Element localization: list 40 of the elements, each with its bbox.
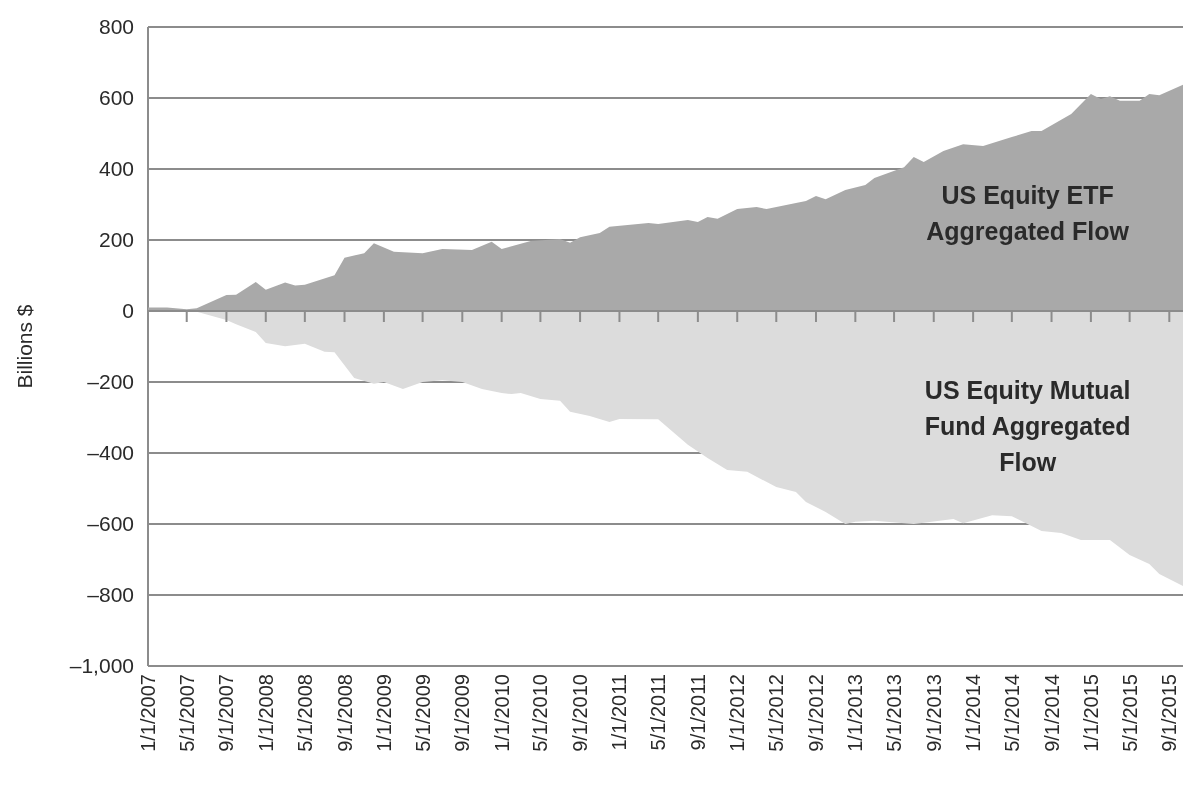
x-tick-label: 5/1/2008 xyxy=(293,674,316,752)
x-tick-label: 1/1/2015 xyxy=(1079,674,1102,752)
x-tick-label: 1/1/2012 xyxy=(726,674,749,752)
y-tick-label: –200 xyxy=(87,370,134,394)
x-tick-label: 1/1/2011 xyxy=(608,674,631,751)
y-tick-label: –800 xyxy=(87,583,134,607)
x-tick-label: 9/1/2012 xyxy=(804,674,827,752)
x-tick-label: 9/1/2010 xyxy=(569,674,592,752)
x-tick-label: 9/1/2009 xyxy=(451,674,474,752)
y-tick-label: 600 xyxy=(98,86,134,110)
series-label: US Equity ETF Aggregated Flow xyxy=(926,180,1130,245)
x-tick-label: 5/1/2007 xyxy=(175,674,198,752)
x-tick-label: 1/1/2013 xyxy=(844,674,867,752)
x-tick-label: 5/1/2015 xyxy=(1118,674,1141,752)
x-tick-label: 1/1/2010 xyxy=(490,674,513,752)
x-tick-label: 1/1/2007 xyxy=(137,674,159,752)
y-tick-label: 0 xyxy=(122,299,134,323)
x-tick-label: 1/1/2009 xyxy=(372,674,395,752)
y-tick-label: 400 xyxy=(98,157,134,181)
x-tick-label: 1/1/2014 xyxy=(962,674,985,752)
x-tick-label: 9/1/2008 xyxy=(333,674,356,752)
x-tick-label: 9/1/2013 xyxy=(922,674,945,752)
x-tick-label: 5/1/2011 xyxy=(647,674,670,751)
x-tick-label: 5/1/2012 xyxy=(765,674,788,752)
x-tick-label: 5/1/2009 xyxy=(411,674,434,752)
x-tick-label: 1/1/2008 xyxy=(254,674,277,752)
x-tick-label: 9/1/2007 xyxy=(215,674,238,752)
x-tick-label: 9/1/2015 xyxy=(1158,674,1181,752)
y-axis-title: Billions $ xyxy=(12,304,36,389)
x-tick-label: 5/1/2013 xyxy=(883,674,906,752)
y-tick-label: –600 xyxy=(87,512,134,536)
x-tick-label: 9/1/2014 xyxy=(1040,674,1063,752)
x-tick-label: 5/1/2014 xyxy=(1000,674,1023,752)
x-tick-label: 5/1/2010 xyxy=(529,674,552,752)
series-label: US Equity Mutual Fund Aggregated Flow xyxy=(924,375,1131,476)
y-tick-label: 200 xyxy=(98,228,134,252)
y-tick-label: –1,000 xyxy=(69,654,134,678)
y-tick-label: 800 xyxy=(98,15,134,39)
y-tick-label: –400 xyxy=(87,441,134,465)
x-tick-label: 9/1/2011 xyxy=(686,674,709,751)
